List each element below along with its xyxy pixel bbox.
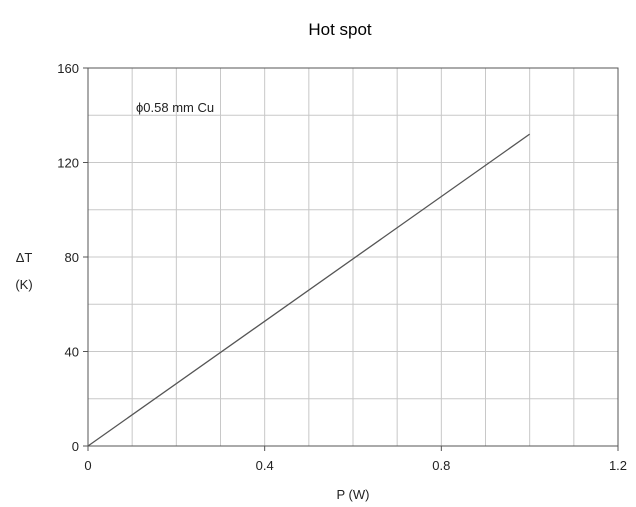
y-axis-ticks: 0 40 80 120 160: [57, 61, 88, 454]
x-axis-ticks: 0 0.4 0.8 1.2: [84, 446, 627, 473]
grid: [88, 68, 618, 446]
series-line: [87, 133, 531, 447]
series-layer: [87, 133, 531, 447]
x-axis-label: P (W): [337, 487, 370, 502]
y-axis-label-symbol: ΔT: [16, 250, 33, 265]
y-tick-label: 40: [65, 345, 79, 360]
chart-title: Hot spot: [308, 20, 372, 39]
x-tick-label: 0.8: [432, 458, 450, 473]
y-tick-label: 120: [57, 156, 79, 171]
y-axis-label-unit: (K): [15, 277, 32, 292]
x-tick-label: 1.2: [609, 458, 627, 473]
y-tick-label: 160: [57, 61, 79, 76]
y-tick-label: 0: [72, 439, 79, 454]
y-tick-label: 80: [65, 250, 79, 265]
wire-annotation: ϕ0.58 mm Cu: [136, 100, 214, 115]
x-tick-label: 0.4: [256, 458, 274, 473]
x-tick-label: 0: [84, 458, 91, 473]
